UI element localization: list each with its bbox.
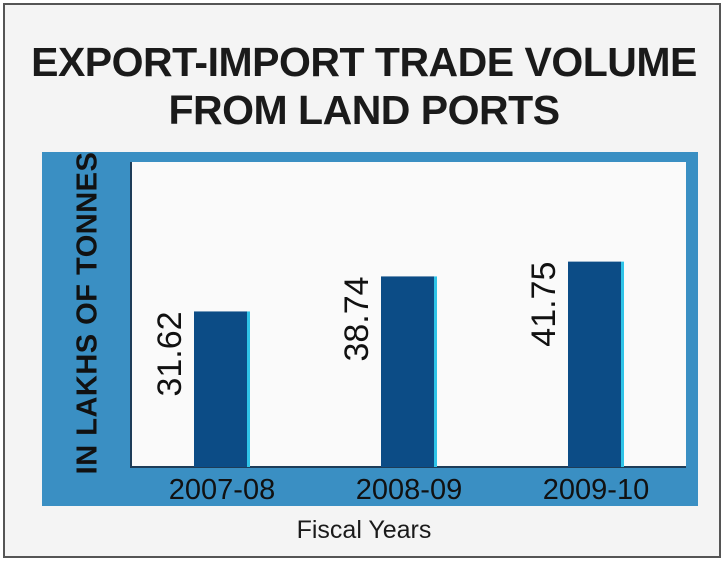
x-tick-label: 2008-09 xyxy=(356,474,462,506)
bar-value-label: 41.75 xyxy=(525,262,563,347)
x-tick-label: 2007-08 xyxy=(169,474,275,506)
chart-title-line-1: EXPORT-IMPORT TRADE VOLUME xyxy=(31,39,697,85)
bar-highlight xyxy=(434,276,437,467)
bar xyxy=(568,261,621,467)
bar xyxy=(381,276,434,467)
bar-highlight xyxy=(621,261,624,467)
bar-value-label: 31.62 xyxy=(151,311,189,396)
bar-highlight xyxy=(247,311,250,467)
bar xyxy=(194,311,247,467)
x-axis-title: Fiscal Years xyxy=(296,516,432,544)
chart-title: EXPORT-IMPORT TRADE VOLUME FROM LAND POR… xyxy=(0,38,728,134)
chart-title-line-2: FROM LAND PORTS xyxy=(168,87,560,133)
bar-value-label: 38.74 xyxy=(338,276,376,361)
x-tick-label: 2009-10 xyxy=(543,474,649,506)
